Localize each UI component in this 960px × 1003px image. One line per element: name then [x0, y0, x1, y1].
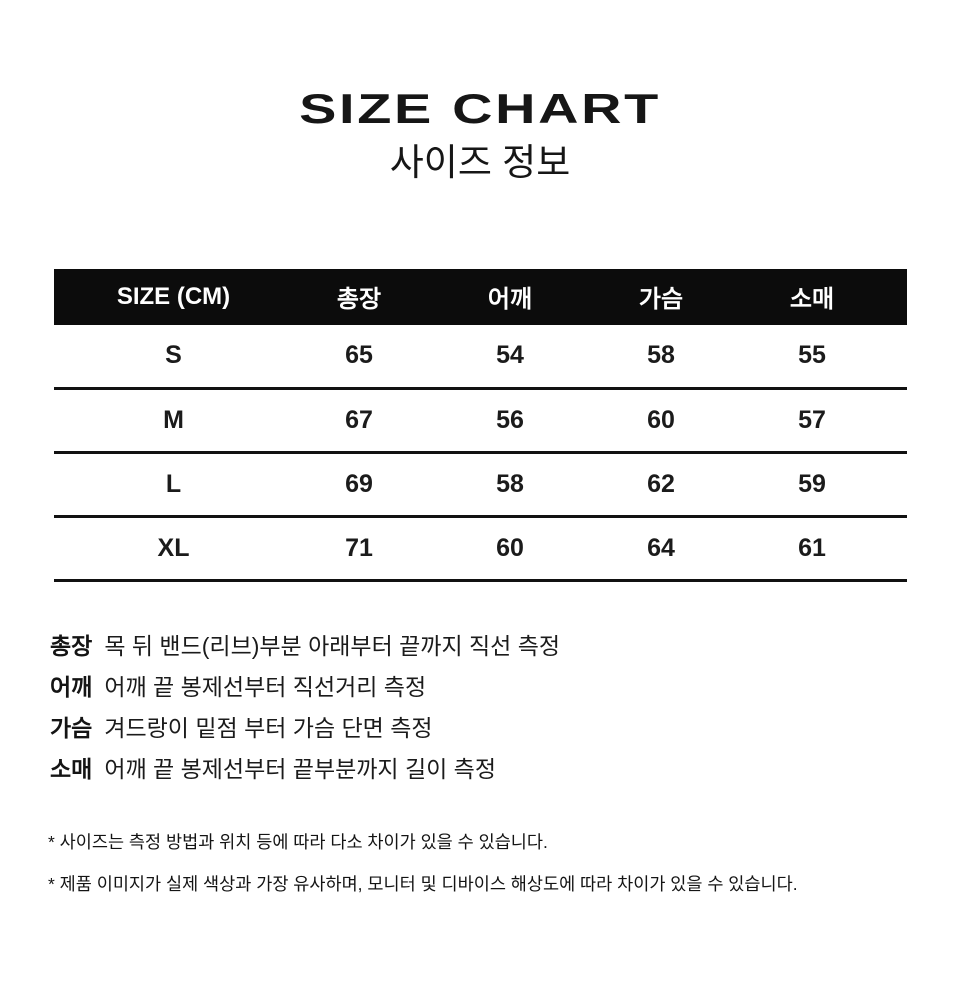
measurement-label: 가슴 [50, 715, 93, 742]
column-header-length: 총장 [283, 268, 435, 325]
table-cell: 67 [283, 388, 435, 455]
column-header-sleeve: 소매 [736, 268, 907, 325]
footnote-size-variance: * 사이즈는 측정 방법과 위치 등에 따라 다소 차이가 있을 수 있습니다. [48, 832, 548, 853]
table-cell: 61 [736, 516, 907, 583]
table-cell: 58 [434, 452, 586, 519]
measurement-note-length: 총장 목 뒤 밴드(리브)부분 아래부터 끝까지 직선 측정 [50, 626, 960, 667]
column-header-shoulder: 어깨 [434, 268, 586, 325]
table-cell: 59 [736, 452, 907, 519]
measurement-note-shoulder: 어깨 어깨 끝 봉제선부터 직선거리 측정 [50, 667, 960, 708]
table-cell: 65 [283, 324, 435, 391]
table-row-xl: XL 71 60 64 61 [53, 516, 907, 583]
column-header-chest: 가슴 [585, 268, 737, 325]
size-label: XL [53, 516, 284, 583]
column-header-size: SIZE (CM) [53, 268, 284, 325]
measurement-notes: 총장 목 뒤 밴드(리브)부분 아래부터 끝까지 직선 측정 어깨 어깨 끝 봉제선… [50, 626, 960, 790]
table-cell: 56 [434, 388, 586, 455]
table-cell: 60 [585, 388, 737, 455]
size-chart-page: SIZE CHART 사이즈 정보 SIZE (CM) 총장 어깨 가슴 소매 … [0, 88, 960, 1003]
footnotes: * 사이즈는 측정 방법과 위치 등에 따라 다소 차이가 있을 수 있습니다.… [48, 832, 960, 894]
table-header-row: SIZE (CM) 총장 어깨 가슴 소매 [53, 268, 907, 325]
measurement-description: 겨드랑이 밑점 부터 가슴 단면 측정 [104, 715, 433, 742]
measurement-description: 목 뒤 밴드(리브)부분 아래부터 끝까지 직선 측정 [104, 633, 561, 660]
size-label: L [53, 452, 284, 519]
table-cell: 55 [736, 324, 907, 391]
table-cell: 54 [434, 324, 586, 391]
size-table: SIZE (CM) 총장 어깨 가슴 소매 S 65 54 58 55 M 67… [53, 268, 907, 583]
measurement-label: 소매 [50, 756, 93, 783]
page-title: SIZE CHART [299, 85, 661, 132]
table-cell: 57 [736, 388, 907, 455]
size-label: M [53, 388, 284, 455]
table-row-l: L 69 58 62 59 [53, 452, 907, 519]
measurement-description: 어깨 끝 봉제선부터 직선거리 측정 [104, 674, 427, 701]
size-label: S [53, 324, 284, 391]
table-cell: 60 [434, 516, 586, 583]
table-cell: 64 [585, 516, 737, 583]
measurement-note-chest: 가슴 겨드랑이 밑점 부터 가슴 단면 측정 [50, 708, 960, 749]
measurement-label: 총장 [50, 633, 93, 660]
table-cell: 69 [283, 452, 435, 519]
table-cell: 71 [283, 516, 435, 583]
table-row-m: M 67 56 60 57 [53, 388, 907, 455]
page-subtitle: 사이즈 정보 [389, 142, 571, 183]
measurement-label: 어깨 [50, 674, 93, 701]
table-row-s: S 65 54 58 55 [53, 324, 907, 391]
table-cell: 58 [585, 324, 737, 391]
footnote-color-variance: * 제품 이미지가 실제 색상과 가장 유사하며, 모니터 및 디바이스 해상도… [48, 874, 798, 895]
measurement-description: 어깨 끝 봉제선부터 끝부분까지 길이 측정 [104, 756, 496, 783]
table-cell: 62 [585, 452, 737, 519]
measurement-note-sleeve: 소매 어깨 끝 봉제선부터 끝부분까지 길이 측정 [50, 749, 960, 790]
